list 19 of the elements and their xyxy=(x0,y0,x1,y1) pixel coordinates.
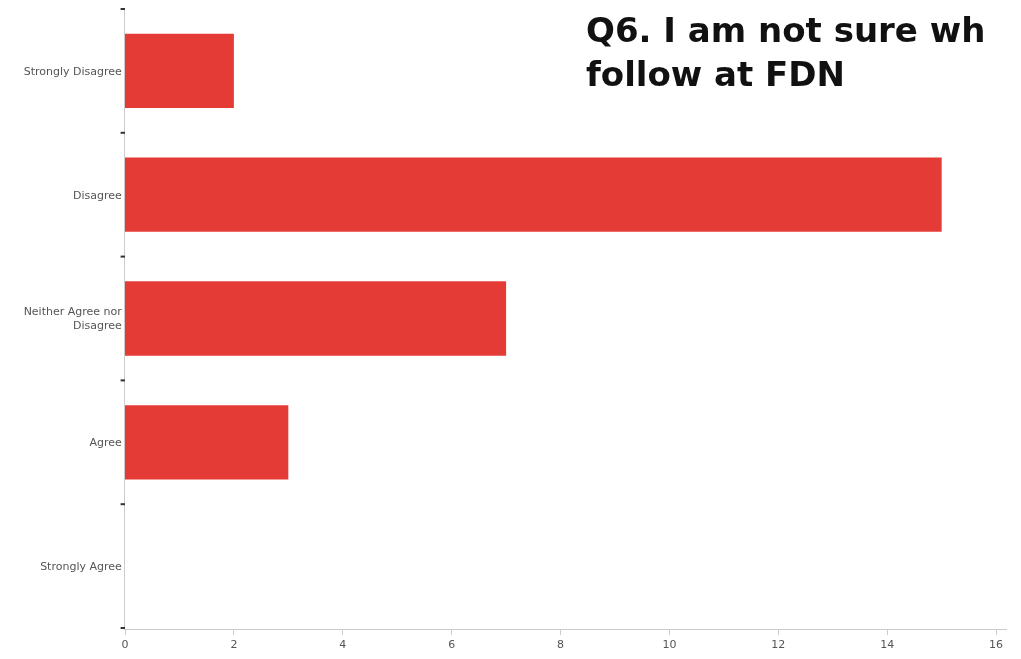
x-tick-label: 4 xyxy=(339,638,347,652)
x-tick-label: 2 xyxy=(230,638,238,652)
text: Q6. I am not sure wh follow at FDN xyxy=(586,10,986,95)
x-tick-label: 16 xyxy=(989,638,1004,652)
bar xyxy=(125,281,507,356)
y-tick-label: Strongly Disagree xyxy=(23,64,123,78)
x-tick-label: 0 xyxy=(121,638,129,652)
y-tick-label: Disagree xyxy=(73,188,123,202)
y-tick-label: Neither Agree nor Disagree xyxy=(23,305,123,333)
x-tick-label: 14 xyxy=(880,638,895,652)
x-tick-label: 12 xyxy=(771,638,786,652)
bar xyxy=(125,405,289,480)
x-tick-label: 10 xyxy=(662,638,677,652)
x-tick-label: 6 xyxy=(448,638,456,652)
bar xyxy=(125,33,234,109)
y-tick-label: Agree xyxy=(89,436,123,450)
y-tick-label: Strongly Agree xyxy=(40,559,123,573)
bar xyxy=(125,157,942,232)
x-tick-label: 8 xyxy=(557,638,565,652)
